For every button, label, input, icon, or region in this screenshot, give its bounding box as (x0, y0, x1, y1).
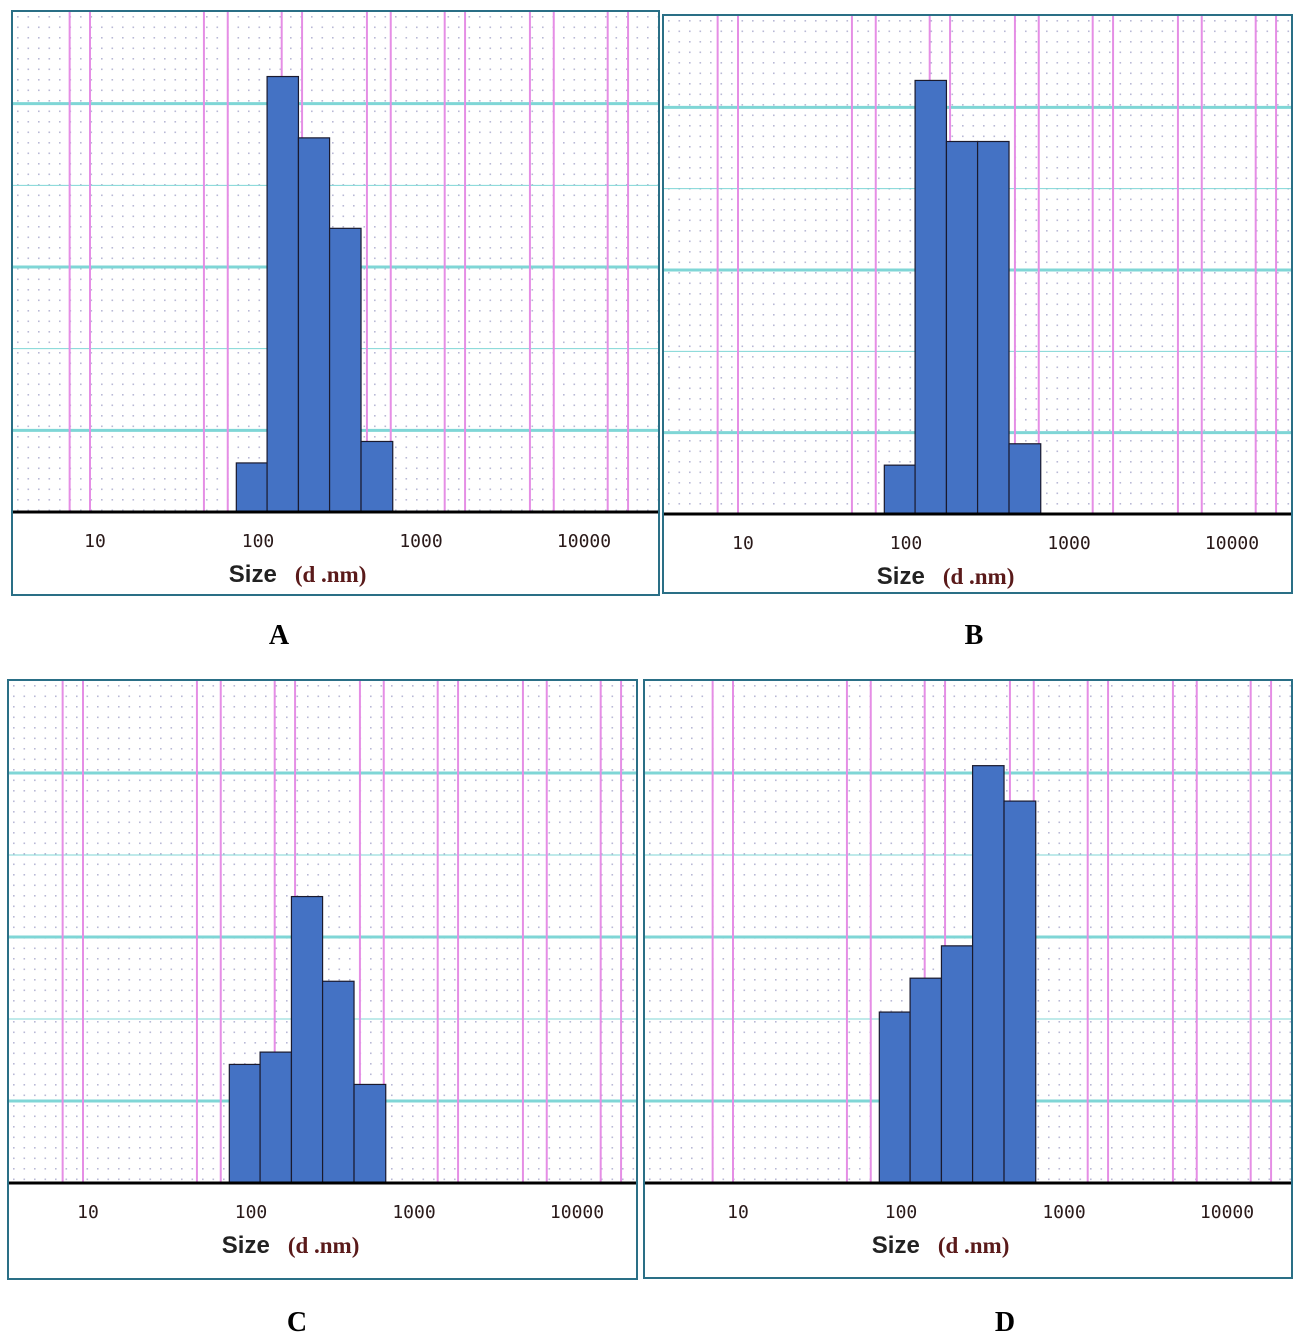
bar-1 (909, 977, 943, 1184)
bar-4 (1008, 443, 1042, 515)
bar-3 (976, 140, 1010, 515)
bar-2 (290, 895, 324, 1184)
x-tick-label: 1000 (1042, 1202, 1085, 1223)
bar-1 (266, 75, 300, 513)
bar-0 (235, 462, 268, 513)
bar-0 (878, 1011, 911, 1184)
bar-2 (945, 140, 979, 515)
bar-0 (883, 464, 916, 515)
x-axis-unit: (d .nm) (288, 1233, 360, 1258)
bar-2 (297, 137, 331, 513)
chart-panel-c: 10 100 1000 10000 Size (d .nm) (7, 679, 638, 1280)
x-axis-title: Size (222, 1232, 270, 1259)
x-tick-label: 10000 (557, 531, 611, 552)
bar-1 (259, 1051, 293, 1184)
bar-3 (321, 980, 355, 1184)
x-axis-unit: (d .nm) (943, 564, 1015, 589)
bar-4 (353, 1083, 387, 1184)
x-tick-label: 10 (77, 1202, 99, 1223)
x-tick-label: 10 (84, 531, 106, 552)
bar-2 (940, 945, 974, 1184)
x-tick-label: 10 (732, 533, 754, 554)
panel-label-d: D (994, 1307, 1016, 1338)
chart-panel-a: 10 100 1000 10000 Size (d .nm) (11, 10, 660, 596)
x-axis-unit: (d .nm) (295, 562, 367, 587)
panel-label-c: C (286, 1307, 308, 1338)
x-tick-label: 10 (727, 1202, 749, 1223)
x-tick-label: 10000 (1205, 533, 1259, 554)
x-tick-label: 100 (242, 531, 275, 552)
chart-panel-d: 10 100 1000 10000 Size (d .nm) (643, 679, 1293, 1279)
histogram-d: 10 100 1000 10000 Size (d .nm) (645, 681, 1291, 1259)
bar-1 (914, 79, 948, 515)
bar-3 (328, 227, 362, 513)
x-axis-unit: (d .nm) (938, 1233, 1010, 1258)
x-tick-label: 100 (885, 1202, 918, 1223)
histogram-c: 10 100 1000 10000 Size (d .nm) (9, 681, 636, 1259)
bar-3 (971, 765, 1005, 1184)
x-tick-label: 100 (890, 533, 923, 554)
x-tick-label: 10000 (550, 1202, 604, 1223)
x-axis-title: Size (877, 563, 925, 590)
chart-panel-b: 10 100 1000 10000 Size (d .nm) (662, 14, 1293, 594)
x-axis-title: Size (229, 561, 277, 588)
histogram-b: 10 100 1000 10000 Size (d .nm) (664, 16, 1291, 590)
x-tick-label: 1000 (1047, 533, 1090, 554)
bar-0 (228, 1063, 261, 1184)
panel-label-a: A (268, 620, 290, 651)
x-axis-title: Size (872, 1232, 920, 1259)
x-tick-label: 1000 (399, 531, 442, 552)
x-tick-label: 10000 (1200, 1202, 1254, 1223)
x-tick-label: 1000 (392, 1202, 435, 1223)
panel-label-b: B (964, 620, 984, 651)
x-tick-label: 100 (235, 1202, 268, 1223)
bar-4 (360, 440, 394, 513)
histogram-a: 10 100 1000 10000 Size (d .nm) (13, 12, 658, 588)
bar-4 (1003, 800, 1037, 1184)
